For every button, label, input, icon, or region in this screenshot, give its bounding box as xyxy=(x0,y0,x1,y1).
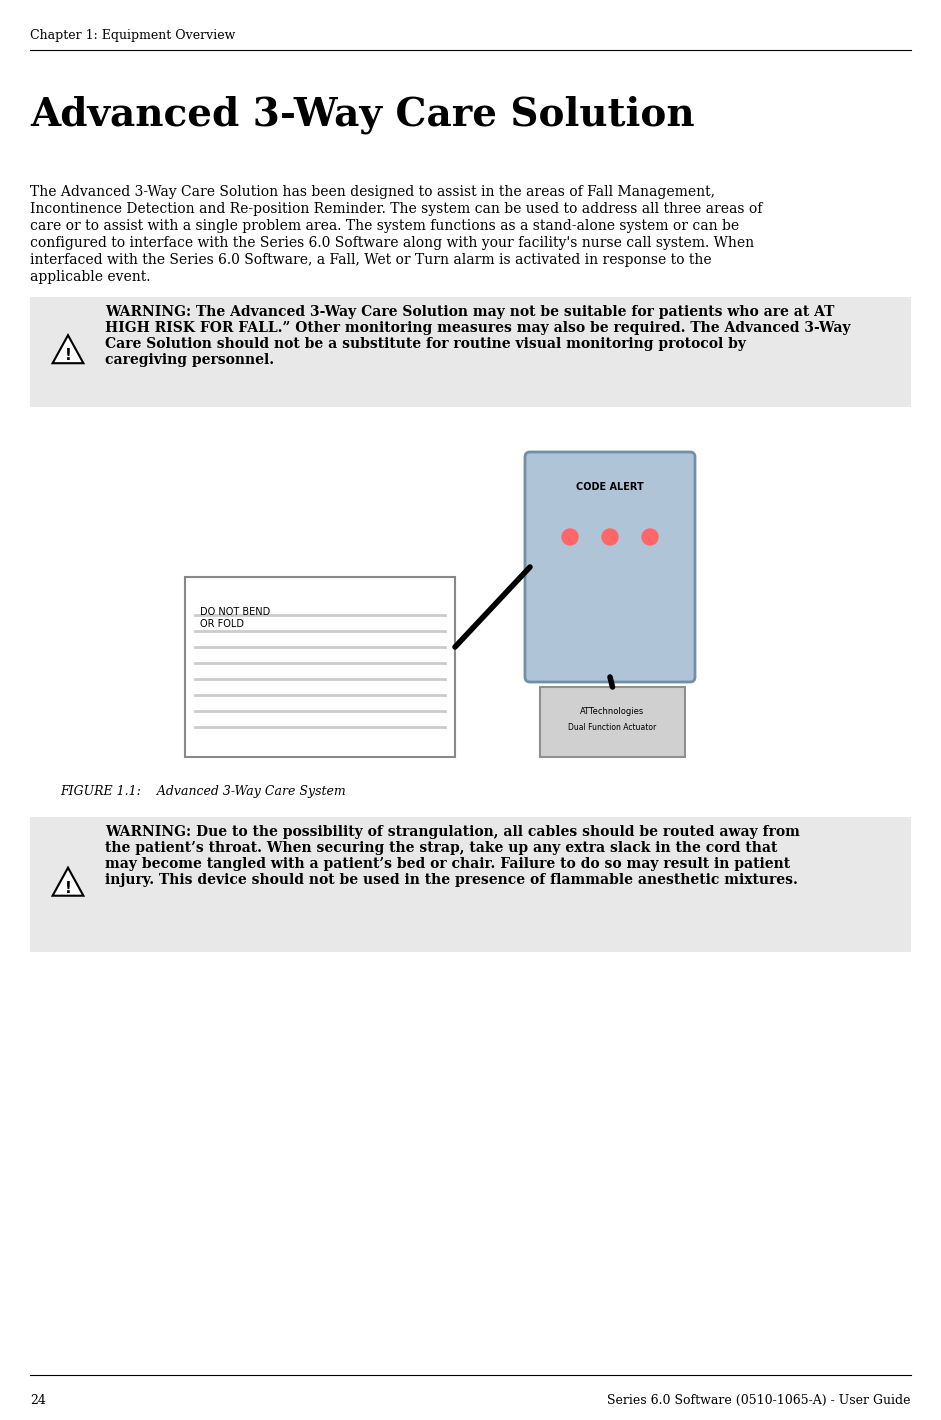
Text: FIGURE 1.1:    Advanced 3-Way Care System: FIGURE 1.1: Advanced 3-Way Care System xyxy=(60,785,345,798)
Text: !: ! xyxy=(65,880,72,896)
Polygon shape xyxy=(53,335,84,364)
Text: care or to assist with a single problem area. The system functions as a stand-al: care or to assist with a single problem … xyxy=(30,219,739,233)
Text: Care Solution should not be a substitute for routine visual monitoring protocol : Care Solution should not be a substitute… xyxy=(105,337,746,351)
Text: !: ! xyxy=(65,348,72,364)
Polygon shape xyxy=(53,868,84,896)
Text: the patient’s throat. When securing the strap, take up any extra slack in the co: the patient’s throat. When securing the … xyxy=(105,841,777,855)
Text: caregiving personnel.: caregiving personnel. xyxy=(105,354,274,366)
Text: DO NOT BEND
OR FOLD: DO NOT BEND OR FOLD xyxy=(200,606,270,629)
FancyBboxPatch shape xyxy=(30,816,911,951)
Text: configured to interface with the Series 6.0 Software along with your facility's : configured to interface with the Series … xyxy=(30,236,754,250)
Text: Incontinence Detection and Re-position Reminder. The system can be used to addre: Incontinence Detection and Re-position R… xyxy=(30,202,762,216)
Text: 24: 24 xyxy=(30,1393,46,1406)
Text: injury. This device should not be used in the presence of flammable anesthetic m: injury. This device should not be used i… xyxy=(105,873,798,888)
Text: interfaced with the Series 6.0 Software, a Fall, Wet or Turn alarm is activated : interfaced with the Series 6.0 Software,… xyxy=(30,253,711,267)
Text: Advanced 3-Way Care Solution: Advanced 3-Way Care Solution xyxy=(30,95,694,135)
Text: Series 6.0 Software (0510-1065-A) - User Guide: Series 6.0 Software (0510-1065-A) - User… xyxy=(608,1393,911,1406)
Text: applicable event.: applicable event. xyxy=(30,270,151,284)
Text: ATTechnologies: ATTechnologies xyxy=(581,707,645,717)
Text: HIGH RISK FOR FALL.” Other monitoring measures may also be required. The Advance: HIGH RISK FOR FALL.” Other monitoring me… xyxy=(105,321,851,335)
Text: Chapter 1: Equipment Overview: Chapter 1: Equipment Overview xyxy=(30,28,235,41)
FancyBboxPatch shape xyxy=(540,687,685,757)
Circle shape xyxy=(642,530,658,545)
FancyBboxPatch shape xyxy=(30,297,911,408)
Text: WARNING: The Advanced 3-Way Care Solution may not be suitable for patients who a: WARNING: The Advanced 3-Way Care Solutio… xyxy=(105,305,835,320)
Circle shape xyxy=(562,530,578,545)
FancyBboxPatch shape xyxy=(525,452,695,682)
Text: may become tangled with a patient’s bed or chair. Failure to do so may result in: may become tangled with a patient’s bed … xyxy=(105,858,790,870)
Text: Dual Function Actuator: Dual Function Actuator xyxy=(568,723,657,731)
Text: The Advanced 3-Way Care Solution has been designed to assist in the areas of Fal: The Advanced 3-Way Care Solution has bee… xyxy=(30,185,715,199)
FancyBboxPatch shape xyxy=(185,577,455,757)
Text: CODE ALERT: CODE ALERT xyxy=(576,481,644,491)
Circle shape xyxy=(602,530,618,545)
Text: WARNING: Due to the possibility of strangulation, all cables should be routed aw: WARNING: Due to the possibility of stran… xyxy=(105,825,800,839)
